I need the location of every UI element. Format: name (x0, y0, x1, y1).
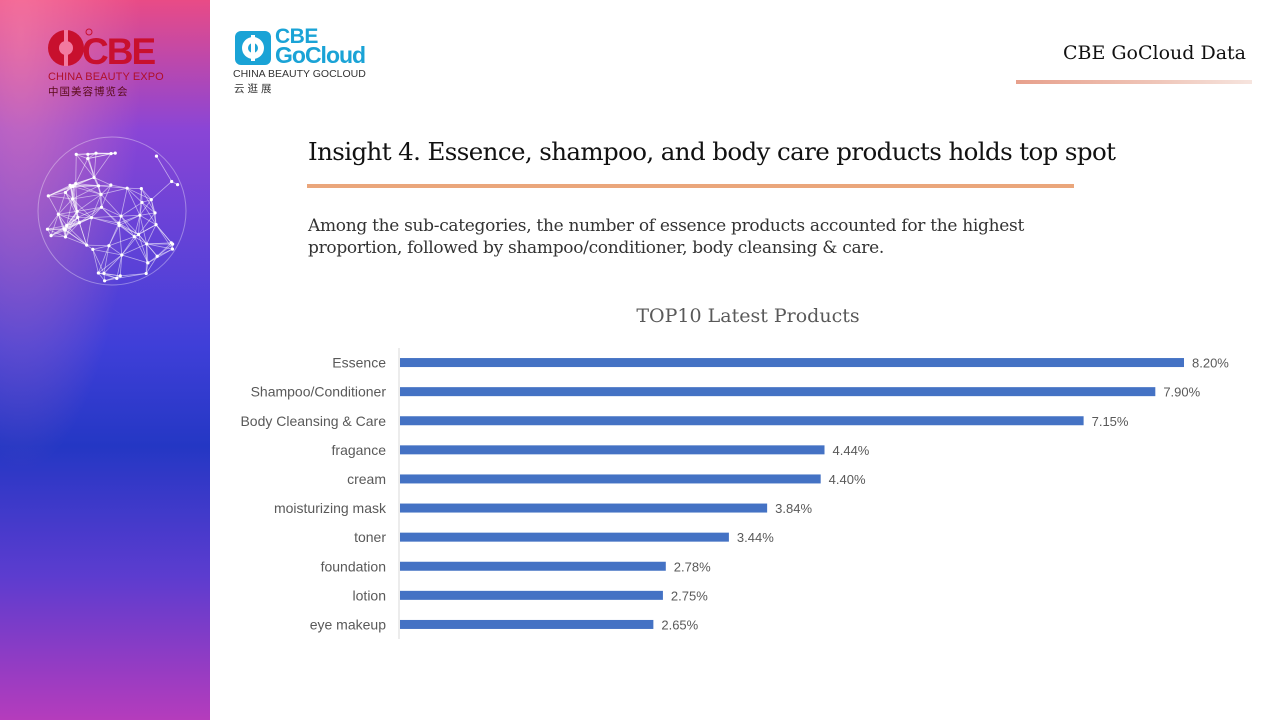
bar (400, 416, 1084, 426)
gocloud-logo-mark-icon (235, 31, 271, 65)
header-title: CBE GoCloud Data (1062, 42, 1246, 64)
gocloud-logo-line1: CBE (275, 25, 318, 48)
data-label: 3.44% (737, 530, 774, 545)
data-label: 4.44% (833, 443, 870, 458)
category-tick-label: eye makeup (310, 616, 386, 632)
insight-description: Among the sub-categories, the number of … (308, 216, 1024, 258)
bar (400, 445, 825, 455)
cbe-logo-chinese: 中国美容博览会 (48, 86, 129, 98)
sidebar: CBE CHINA BEAUTY EXPO 中国美容博览会 (0, 0, 210, 720)
chart-title: TOP10 Latest Products (636, 305, 860, 327)
data-label: 3.84% (775, 501, 812, 516)
bar (400, 590, 663, 600)
bar (400, 561, 666, 571)
sidebar-gradient (0, 0, 210, 720)
gocloud-logo-subtitle: CHINA BEAUTY GOCLOUD (233, 68, 366, 80)
data-label: 7.90% (1163, 385, 1200, 400)
header-divider (1016, 80, 1252, 84)
gocloud-logo-line2: GoCloud (275, 42, 366, 68)
cbe-logo-subtitle: CHINA BEAUTY EXPO (48, 71, 164, 83)
gocloud-logo: CBE GoCloud CHINA BEAUTY GOCLOUD 云逛展 (233, 25, 393, 99)
bar (400, 503, 768, 513)
data-label: 7.15% (1092, 414, 1129, 429)
insight-title: Insight 4. Essence, shampoo, and body ca… (308, 137, 1116, 166)
category-tick-label: fragance (332, 442, 387, 458)
data-label: 8.20% (1192, 356, 1229, 371)
bar (400, 387, 1156, 397)
network-globe-icon (37, 136, 187, 286)
category-tick-label: Body Cleansing & Care (240, 413, 386, 429)
category-tick-label: foundation (321, 558, 386, 574)
category-tick-label: Shampoo/Conditioner (251, 384, 387, 400)
category-tick-label: lotion (353, 587, 386, 603)
bar (400, 474, 821, 484)
category-tick-label: Essence (332, 355, 386, 371)
bar (400, 532, 729, 542)
cbe-logo-mark-icon: CBE (48, 28, 157, 72)
data-label: 2.65% (661, 617, 698, 632)
data-label: 2.78% (674, 559, 711, 574)
insight-divider (307, 184, 1074, 188)
category-tick-label: moisturizing mask (274, 500, 387, 516)
bar (400, 619, 654, 629)
category-tick-label: cream (347, 471, 386, 487)
data-label: 2.75% (671, 588, 708, 603)
cbe-logo: CBE CHINA BEAUTY EXPO 中国美容博览会 (46, 26, 186, 98)
cbe-logo-text: CBE (82, 31, 155, 72)
category-tick-label: toner (354, 529, 386, 545)
data-label: 4.40% (829, 472, 866, 487)
gocloud-logo-chinese: 云逛展 (234, 83, 275, 95)
bar (400, 358, 1184, 368)
